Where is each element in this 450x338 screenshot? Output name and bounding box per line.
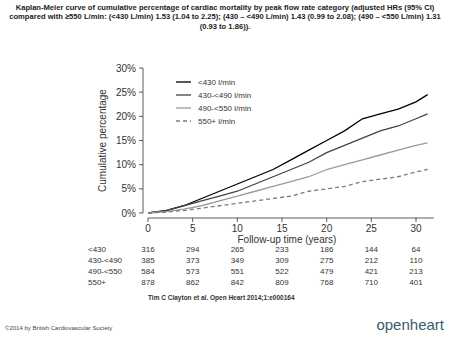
legend-label: 550+ l/min xyxy=(198,117,235,126)
risk-count: 64 xyxy=(412,245,421,254)
x-axis xyxy=(148,218,434,219)
legend-swatch xyxy=(176,81,191,82)
legend-swatch xyxy=(176,94,191,95)
series-line xyxy=(148,143,428,213)
risk-row-label: 430-<490 xyxy=(88,256,123,265)
x-tick-label: 25 xyxy=(366,223,378,234)
risk-row-label: <430 xyxy=(88,245,107,254)
y-tick xyxy=(139,164,143,165)
x-tick xyxy=(416,218,417,222)
legend-swatch xyxy=(176,120,191,121)
risk-count: 373 xyxy=(186,256,200,265)
y-tick xyxy=(139,116,143,117)
series-line xyxy=(148,170,428,214)
risk-count: 878 xyxy=(141,278,155,287)
risk-count: 551 xyxy=(231,267,245,276)
x-axis-label: Follow-up time (years) xyxy=(237,234,336,245)
series-group xyxy=(148,95,428,213)
legend-label: <430 l/min xyxy=(198,78,235,87)
y-tick-label: 5% xyxy=(122,183,137,194)
risk-count: 212 xyxy=(365,256,379,265)
x-tick-label: 20 xyxy=(321,223,333,234)
x-tick xyxy=(192,218,193,222)
risk-row-label: 550+ xyxy=(88,278,106,287)
y-tick-label: 30% xyxy=(116,63,136,74)
x-tick xyxy=(326,218,327,222)
series-line xyxy=(148,95,428,213)
source: Tim C Clayton et al. Open Heart 2014;1:e… xyxy=(148,294,295,302)
y-tick xyxy=(139,188,143,189)
risk-count: 842 xyxy=(231,278,245,287)
risk-count: 421 xyxy=(365,267,379,276)
y-tick-label: 10% xyxy=(116,159,136,170)
y-tick xyxy=(139,140,143,141)
risk-count: 213 xyxy=(409,267,423,276)
series-line xyxy=(148,114,428,213)
risk-count: 809 xyxy=(275,278,289,287)
y-axis-label: Cumulative percentage xyxy=(97,89,108,192)
risk-count: 479 xyxy=(320,267,334,276)
logo: openheart xyxy=(376,316,444,333)
y-tick xyxy=(139,68,143,69)
risk-count: 385 xyxy=(141,256,155,265)
x-tick-label: 0 xyxy=(145,223,151,234)
x-tick-label: 15 xyxy=(276,223,288,234)
risk-count: 710 xyxy=(365,278,379,287)
risk-count: 768 xyxy=(320,278,334,287)
risk-count: 584 xyxy=(141,267,155,276)
x-tick xyxy=(282,218,283,222)
risk-count: 862 xyxy=(186,278,200,287)
risk-count: 309 xyxy=(275,256,289,265)
x-tick-label: 10 xyxy=(232,223,244,234)
risk-count: 186 xyxy=(320,245,334,254)
y-tick-label: 15% xyxy=(116,135,136,146)
legend-swatch xyxy=(176,107,191,108)
copyright: ©2014 by British Cardiovascular Society xyxy=(5,325,112,331)
risk-count: 275 xyxy=(320,256,334,265)
risk-count: 110 xyxy=(410,256,423,265)
risk-count: 349 xyxy=(231,256,245,265)
risk-count: 294 xyxy=(186,245,200,254)
y-tick-label: 25% xyxy=(116,87,136,98)
risk-count: 316 xyxy=(141,245,155,254)
title: Kaplan-Meier curve of cumulative percent… xyxy=(6,3,444,31)
risk-count: 265 xyxy=(231,245,245,254)
y-tick-label: 20% xyxy=(116,111,136,122)
x-tick xyxy=(237,218,238,222)
x-tick-label: 5 xyxy=(190,223,196,234)
legend-label: 430-<490 l/min xyxy=(198,91,251,100)
x-tick xyxy=(148,218,149,222)
y-tick xyxy=(139,92,143,93)
risk-row-label: 490-<550 xyxy=(88,267,123,276)
x-tick xyxy=(371,218,372,222)
y-tick xyxy=(139,213,143,214)
risk-count: 144 xyxy=(365,245,379,254)
risk-count: 573 xyxy=(186,267,200,276)
risk-count: 401 xyxy=(409,278,423,287)
legend-label: 490-<550 l/min xyxy=(198,104,251,113)
x-tick-label: 30 xyxy=(410,223,422,234)
risk-count: 522 xyxy=(275,267,289,276)
risk-count: 233 xyxy=(275,245,289,254)
y-tick-label: 0% xyxy=(122,208,137,219)
